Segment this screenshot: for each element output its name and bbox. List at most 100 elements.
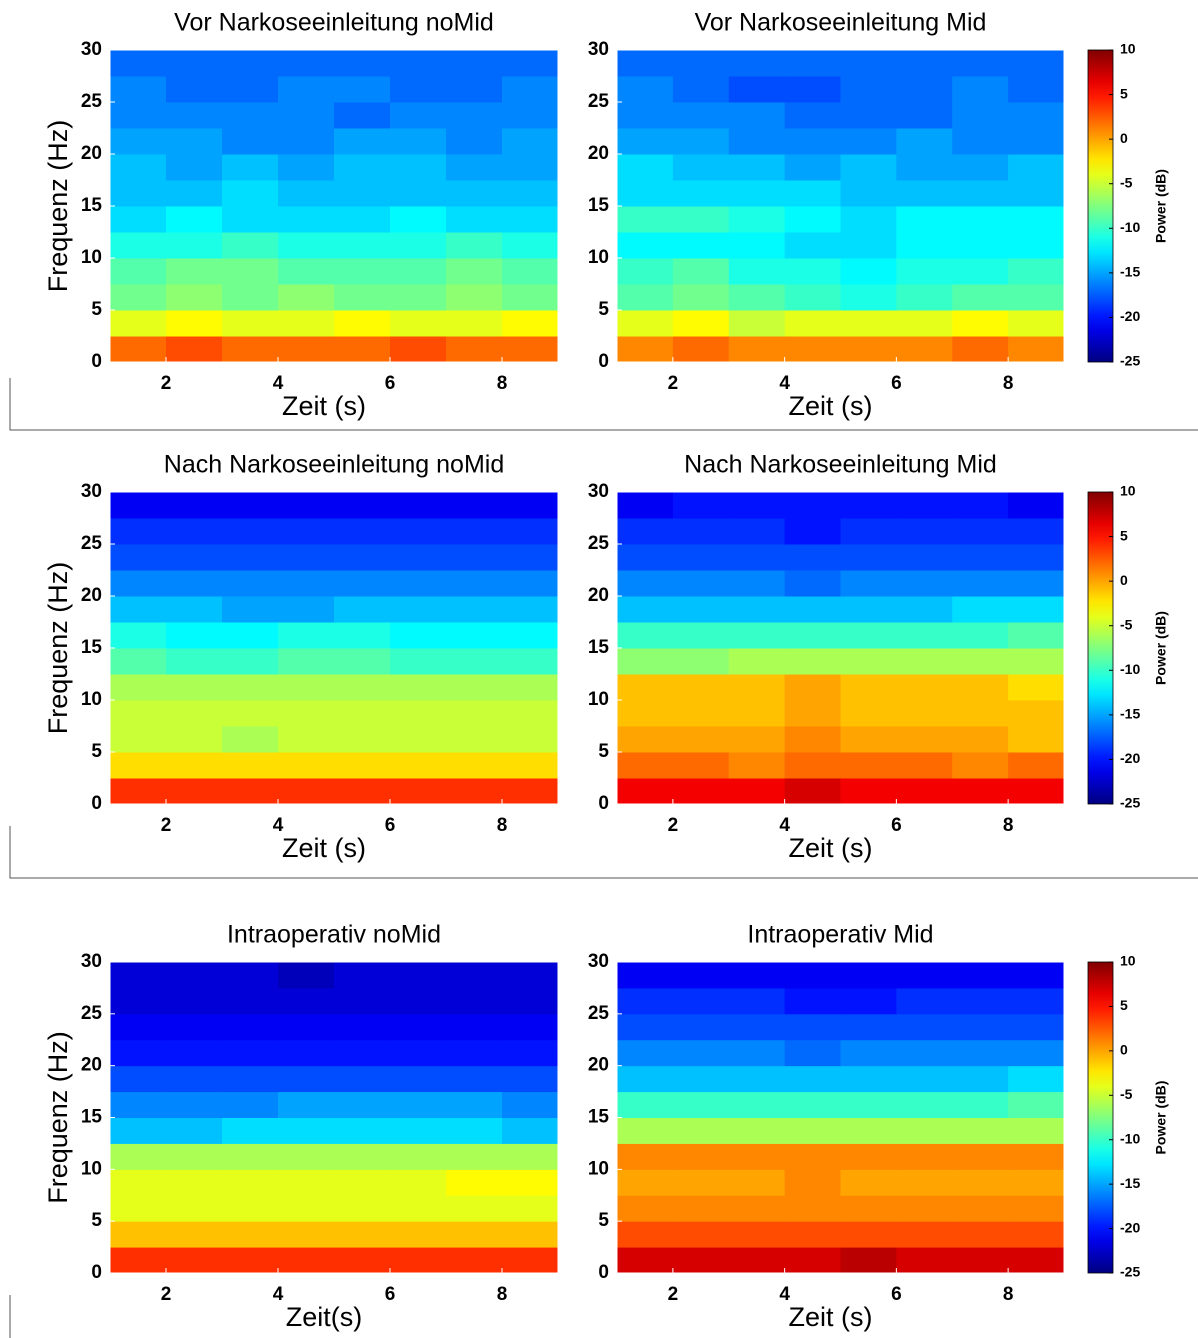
y-tick-label: 30: [81, 39, 102, 60]
y-tick-label: 0: [91, 351, 102, 372]
heatmap-cell: [222, 1039, 279, 1067]
y-tick-label: 15: [81, 195, 103, 216]
heatmap-cell: [840, 206, 897, 233]
heatmap-cell: [502, 726, 559, 753]
x-tick-label: 2: [668, 373, 679, 394]
colorbar-tick-label: -20: [1120, 1219, 1140, 1235]
heatmap-cell: [1008, 232, 1065, 259]
heatmap-cell: [278, 258, 335, 285]
heatmap-cell: [952, 1065, 1009, 1093]
heatmap-cell: [502, 284, 559, 311]
heatmap-cell: [840, 726, 897, 753]
heatmap-cell: [784, 778, 841, 805]
heatmap-cell: [390, 1091, 447, 1118]
heatmap-cell: [1008, 1169, 1065, 1196]
heatmap-cell: [840, 1195, 897, 1222]
heatmap-cell: [502, 1143, 559, 1170]
heatmap-cell: [110, 596, 167, 623]
heatmap-cell: [840, 622, 897, 649]
y-tick-label: 0: [91, 793, 102, 814]
heatmap-cell: [222, 492, 279, 519]
heatmap-cell: [728, 648, 786, 675]
heatmap-cell: [166, 50, 223, 77]
heatmap-cell: [278, 1247, 335, 1274]
x-tick-label: 6: [385, 373, 396, 394]
heatmap-cell: [896, 128, 953, 155]
heatmap-cell: [166, 1039, 223, 1067]
heatmap-cell: [672, 492, 730, 519]
heatmap-cell: [222, 1143, 279, 1170]
heatmap-cell: [728, 1195, 786, 1222]
heatmap-cell: [334, 76, 391, 103]
heatmap-cell: [110, 622, 167, 649]
heatmap-cell: [617, 1117, 674, 1144]
colorbar: [1087, 49, 1114, 363]
heatmap-cell: [502, 1013, 559, 1041]
heatmap-cell: [840, 1143, 897, 1170]
heatmap-cell: [672, 1169, 730, 1196]
heatmap-cell: [896, 570, 953, 597]
heatmap-cell: [784, 622, 841, 649]
heatmap-cell: [952, 596, 1009, 623]
heatmap-cell: [784, 180, 841, 207]
chart-title: Intraoperativ noMid: [227, 921, 441, 949]
heatmap-cell: [1008, 1013, 1065, 1041]
heatmap-cell: [896, 310, 953, 337]
heatmap-cell: [840, 102, 897, 129]
heatmap-cell: [784, 518, 841, 545]
heatmap-cell: [617, 1091, 674, 1118]
heatmap-cell: [952, 962, 1009, 989]
heatmap-cell: [1008, 258, 1065, 285]
heatmap-cell: [278, 1143, 335, 1170]
heatmap-cell: [390, 700, 447, 727]
heatmap-cell: [110, 336, 167, 363]
heatmap-cell: [222, 596, 279, 623]
heatmap-cell: [728, 180, 786, 207]
y-tick-label: 15: [588, 195, 610, 216]
heatmap-cell: [728, 336, 786, 363]
heatmap-cell: [1008, 1143, 1065, 1170]
heatmap-cell: [784, 1221, 841, 1248]
heatmap-cell: [222, 336, 279, 363]
heatmap-cell: [222, 206, 279, 233]
heatmap-cell: [896, 102, 953, 129]
heatmap-cell: [502, 752, 559, 779]
heatmap-cell: [617, 180, 674, 207]
heatmap-cell: [390, 180, 447, 207]
heatmap-cell: [1008, 180, 1065, 207]
heatmap-cell: [222, 284, 279, 311]
y-tick-label: 5: [598, 299, 609, 320]
x-tick-label: 2: [668, 815, 679, 836]
heatmap-cell: [390, 596, 447, 623]
heatmap-cell: [728, 102, 786, 129]
heatmap-cell: [446, 1247, 503, 1274]
heatmap-cell: [278, 1013, 335, 1041]
heatmap-cell: [617, 128, 674, 155]
chart-title: Nach Narkoseeinleitung noMid: [164, 451, 504, 479]
heatmap-cell: [166, 1247, 223, 1274]
heatmap-cell: [278, 232, 335, 259]
heatmap-cell: [110, 1117, 167, 1144]
heatmap-cell: [446, 232, 503, 259]
heatmap-cell: [502, 1039, 559, 1067]
heatmap-cell: [110, 1195, 167, 1222]
heatmap-cell: [446, 544, 503, 571]
heatmap-cell: [334, 102, 391, 129]
heatmap-cell: [278, 310, 335, 337]
heatmap-cell: [617, 284, 674, 311]
heatmap-cell: [166, 102, 223, 129]
y-tick-label: 10: [588, 1158, 609, 1179]
heatmap-cell: [334, 180, 391, 207]
heatmap-cell: [446, 778, 503, 805]
heatmap-cell: [952, 492, 1009, 519]
heatmap-cell: [390, 987, 447, 1015]
heatmap-cell: [784, 492, 841, 519]
heatmap-cell: [728, 987, 786, 1015]
heatmap-cell: [446, 752, 503, 779]
heatmap-cell: [952, 778, 1009, 805]
heatmap-cell: [1008, 778, 1065, 805]
heatmap-cell: [502, 310, 559, 337]
x-axis-label: Zeit (s): [789, 833, 873, 863]
heatmap-cell: [390, 1143, 447, 1170]
heatmap-cell: [502, 648, 559, 675]
